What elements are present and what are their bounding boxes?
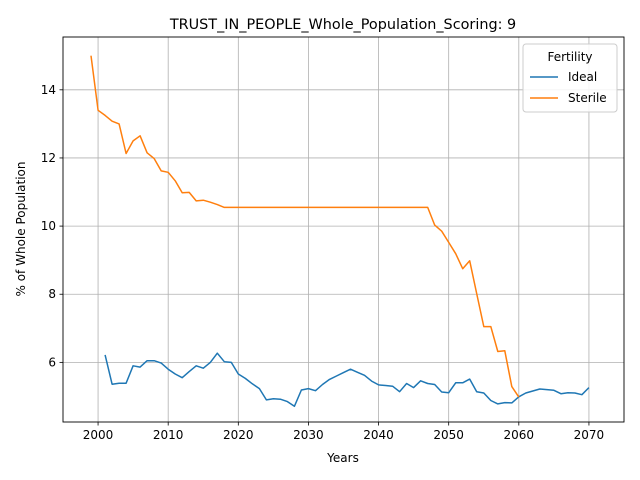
- x-tick-label: 2020: [223, 428, 254, 442]
- x-tick-label: 2070: [574, 428, 605, 442]
- y-tick-label: 12: [41, 151, 56, 165]
- x-axis: 2000 2010 2020 2030 2040 2050 2060 2070: [83, 422, 604, 442]
- y-tick-label: 10: [41, 219, 56, 233]
- y-axis: 6 8 10 12 14: [41, 83, 63, 369]
- series-lines: [90, 55, 590, 408]
- legend-label-sterile: Sterile: [568, 91, 607, 105]
- x-tick-label: 2060: [504, 428, 535, 442]
- chart-title: TRUST_IN_PEOPLE_Whole_Population_Scoring…: [169, 17, 516, 33]
- legend-box: [522, 43, 618, 113]
- x-tick-label: 2010: [153, 428, 184, 442]
- x-tick-label: 2030: [293, 428, 324, 442]
- y-tick-label: 14: [41, 83, 56, 97]
- series-line-sterile: [90, 55, 520, 398]
- y-tick-label: 6: [48, 355, 56, 369]
- legend-title: Fertility: [547, 50, 592, 64]
- plot-frame: [62, 36, 625, 423]
- series-line-ideal: [104, 352, 590, 408]
- x-tick-label: 2040: [363, 428, 394, 442]
- y-axis-label: % of Whole Population: [14, 162, 28, 297]
- x-tick-label: 2050: [433, 428, 464, 442]
- y-tick-label: 8: [48, 287, 56, 301]
- x-axis-label: Years: [326, 451, 359, 465]
- legend-label-ideal: Ideal: [568, 70, 597, 84]
- x-tick-label: 2000: [83, 428, 114, 442]
- legend: Fertility Ideal Sterile: [522, 43, 618, 113]
